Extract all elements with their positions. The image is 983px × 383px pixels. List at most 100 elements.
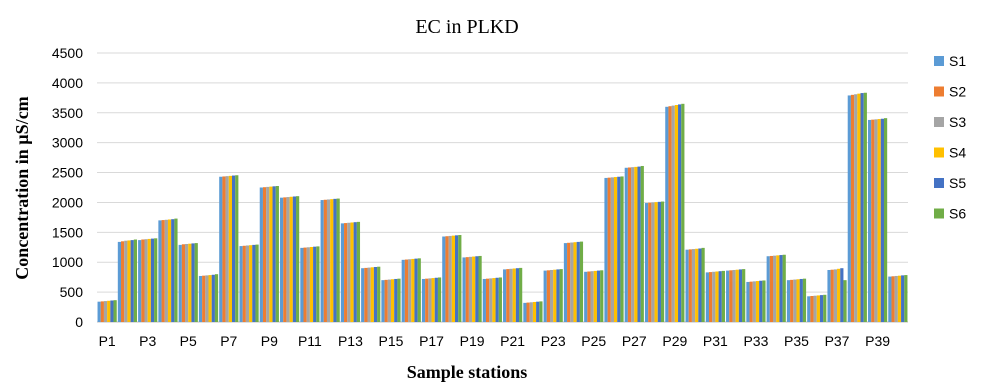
bar-P38-S5: [860, 93, 864, 322]
x-tick-label: P35: [784, 333, 809, 349]
bar-P32-S4: [735, 269, 739, 322]
bar-P17-S2: [425, 278, 429, 322]
x-tick-label: P25: [581, 333, 606, 349]
bar-P21-S6: [519, 267, 523, 322]
bar-P36-S6: [823, 294, 827, 322]
bar-P31-S5: [718, 271, 722, 322]
bar-P37-S3: [833, 269, 838, 322]
bar-P9-S6: [275, 186, 279, 322]
bar-P7-S3: [225, 176, 229, 322]
x-tick-label: P17: [419, 333, 444, 349]
x-tick-label: P33: [743, 333, 768, 349]
bar-P37-S6: [843, 280, 847, 322]
bar-P36-S4: [816, 295, 820, 322]
bar-P34-S1: [766, 256, 770, 322]
bar-P9-S2: [262, 187, 267, 322]
y-axis-title: Concentration in µS/cm: [12, 96, 32, 279]
bar-P8-S6: [255, 244, 259, 322]
x-tick-label: P29: [662, 333, 687, 349]
bar-P24-S5: [576, 241, 580, 322]
legend-label-S6: S6: [949, 206, 966, 222]
bar-P15-S5: [394, 278, 398, 322]
bar-P33-S1: [746, 281, 750, 322]
bar-P35-S1: [786, 280, 791, 322]
bar-P19-S3: [468, 256, 473, 322]
bar-P40-S1: [888, 276, 892, 322]
bar-P9-S4: [269, 186, 273, 322]
bar-P27-S6: [640, 165, 644, 322]
bar-P32-S5: [738, 269, 743, 322]
legend-swatch-S6: [934, 208, 944, 219]
legend-label-S4: S4: [949, 145, 966, 161]
x-tick-label: P7: [220, 333, 237, 349]
bar-P13-S5: [353, 222, 357, 322]
bar-P19-S1: [462, 257, 466, 322]
bar-P34-S3: [773, 255, 777, 322]
bar-P8-S3: [245, 245, 250, 322]
bar-P16-S3: [408, 259, 412, 322]
bar-P38-S3: [854, 94, 858, 322]
bar-P11-S6: [316, 246, 320, 322]
bar-P17-S3: [428, 278, 432, 322]
bar-P36-S3: [813, 295, 817, 322]
bar-P14-S5: [373, 267, 378, 322]
bar-P10-S2: [283, 197, 287, 322]
y-axis-ticks: 0 500 1000 1500 2000 2500 3000 3500 4000 4500: [52, 45, 83, 330]
bar-P21-S5: [515, 268, 520, 322]
bar-P36-S1: [807, 296, 811, 322]
bar-P28-S5: [657, 201, 661, 322]
bar-P37-S1: [827, 269, 831, 322]
bar-P24-S2: [567, 242, 571, 322]
x-tick-label: P15: [379, 333, 404, 349]
bar-P33-S2: [749, 281, 753, 322]
bar-P11-S5: [313, 246, 317, 322]
bar-P13-S3: [347, 222, 351, 322]
bar-P31-S6: [721, 270, 725, 322]
bar-P18-S2: [445, 236, 449, 322]
bar-P22-S4: [532, 301, 537, 322]
bar-P26-S6: [620, 176, 624, 322]
bar-P21-S1: [503, 269, 507, 322]
bar-P38-S6: [863, 92, 867, 322]
bar-P16-S2: [404, 259, 409, 322]
bar-P5-S3: [185, 243, 189, 322]
bar-P40-S4: [897, 275, 902, 322]
bar-P7-S2: [222, 176, 226, 322]
y-tick-label: 2500: [52, 165, 83, 181]
bar-P7-S5: [231, 175, 236, 322]
bar-P25-S6: [600, 270, 604, 322]
bar-P30-S6: [701, 247, 705, 322]
bar-P18-S6: [458, 235, 462, 322]
bar-P26-S3: [610, 177, 615, 322]
bar-P6-S6: [214, 274, 219, 322]
y-tick-label: 3000: [52, 135, 83, 151]
bar-P38-S2: [850, 94, 855, 322]
bar-P20-S4: [492, 278, 496, 322]
chart-title: EC in PLKD: [415, 16, 518, 38]
bar-P25-S4: [593, 270, 597, 322]
bar-P19-S4: [472, 256, 476, 322]
bar-P22-S1: [523, 302, 527, 322]
bar-P16-S1: [401, 259, 405, 322]
bar-P22-S5: [536, 301, 540, 322]
bar-P32-S2: [729, 270, 733, 322]
bar-P10-S3: [286, 197, 290, 322]
bar-P32-S3: [732, 269, 736, 322]
bar-P21-S3: [509, 268, 513, 322]
bar-P28-S4: [654, 202, 658, 322]
y-tick-label: 4000: [52, 75, 83, 91]
bar-P4-S1: [158, 220, 162, 322]
bar-P35-S6: [802, 278, 807, 322]
bar-P23-S4: [553, 269, 557, 322]
bar-P4-S6: [174, 218, 178, 322]
bar-P1-S4: [107, 300, 111, 322]
bar-P18-S1: [442, 236, 446, 322]
bar-P6-S1: [198, 275, 203, 322]
bar-P8-S2: [242, 245, 246, 322]
x-axis-title: Sample stations: [407, 362, 528, 382]
y-tick-label: 1000: [52, 254, 83, 270]
y-tick-label: 1500: [52, 224, 83, 240]
legend-label-S3: S3: [949, 114, 966, 130]
bar-P2-S4: [127, 240, 131, 322]
bar-P1-S5: [110, 300, 114, 322]
